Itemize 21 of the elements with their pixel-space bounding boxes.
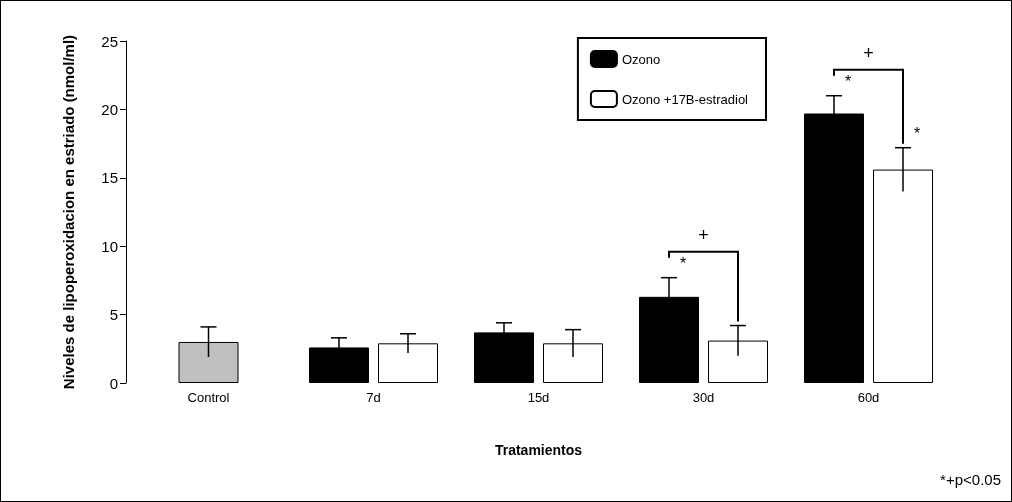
- legend-label: Ozono +17B-estradiol: [621, 91, 749, 107]
- x-tick-label: 15d: [527, 390, 550, 405]
- y-tick-label: 15: [101, 169, 118, 187]
- data-label: *: [913, 125, 921, 143]
- data-label: *: [844, 73, 852, 91]
- text: *+p<0.05: [940, 471, 1002, 488]
- y-tick-label: 5: [109, 306, 118, 324]
- annotation: +: [863, 42, 874, 63]
- y-tick-label: 0: [109, 374, 118, 392]
- x-tick-label: Control: [187, 390, 230, 405]
- y-tick-label: 25: [101, 32, 118, 50]
- y-tick-label: 20: [101, 100, 118, 118]
- y-tick-label: 10: [101, 237, 118, 255]
- legend-label: Ozono: [621, 51, 661, 67]
- y-axis-title: Niveles de lipoperoxidacion en estriado (nmol/ml): [59, 34, 77, 390]
- annotation: +: [698, 224, 709, 245]
- x-tick-label: 7d: [366, 390, 381, 405]
- x-axis-title: Tratamientos: [494, 442, 583, 458]
- data-label: *: [679, 255, 687, 273]
- x-tick-label: 30d: [692, 390, 715, 405]
- x-tick-label: 60d: [857, 390, 880, 405]
